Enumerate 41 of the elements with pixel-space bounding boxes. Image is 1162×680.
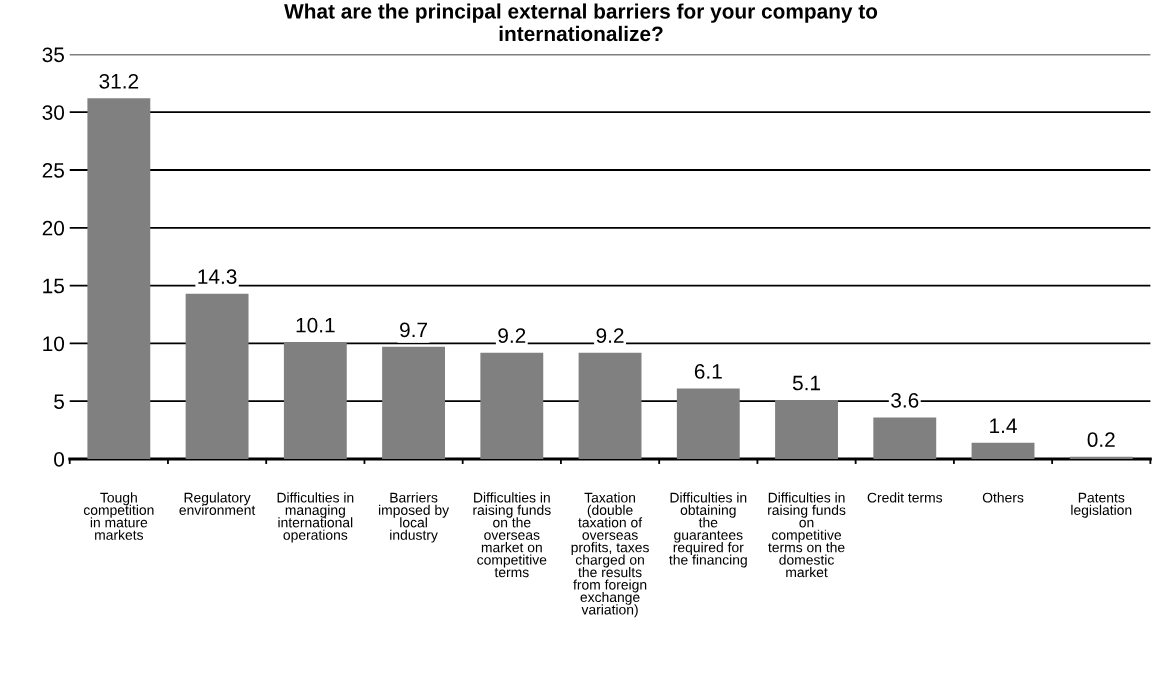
x-tick-label: Difficulties in obtaining the guarantees required for the financing <box>669 492 747 568</box>
category-label: Taxation (double taxation of overseas profits, taxes charged on the results from foreign exchange variation) <box>571 492 649 618</box>
data-label: 5.1 <box>792 375 820 391</box>
bar <box>873 417 937 459</box>
data-label: 6.1 <box>694 364 722 379</box>
y-tick-label: 20 <box>42 220 65 236</box>
data-label: 9.2 <box>498 328 526 343</box>
data-label: 10.1 <box>296 317 335 333</box>
data-label: 9.7 <box>400 322 427 338</box>
y-tick-label: 5 <box>54 394 64 409</box>
x-tick-label: Others <box>982 492 1024 503</box>
x-tick-label: Difficulties in raising funds on competitive terms on the domestic market <box>768 492 846 578</box>
y-tick-label: 35 <box>42 47 64 63</box>
bar <box>283 342 347 459</box>
data-label: 9.2 <box>596 328 624 343</box>
data-label: 1.4 <box>990 418 1017 433</box>
x-tick-label: Regulatory environment <box>179 492 256 515</box>
data-label: 31.2 <box>99 73 139 89</box>
bar <box>676 388 740 459</box>
bar <box>578 352 642 459</box>
y-tick-label: 0 <box>54 452 65 467</box>
x-tick-label: Barriers imposed by local industry <box>378 492 450 543</box>
y-tick-label: 30 <box>42 105 65 120</box>
data-label: 3.6 <box>891 392 919 408</box>
x-tick-label: Tough competition in mature markets <box>83 492 154 540</box>
bar <box>382 346 445 459</box>
chart-title: What are the principal external barriers for your company to internationalize? <box>284 3 878 42</box>
x-tick-label: Difficulties in raising funds on the overseas market on competitive terms <box>473 492 551 578</box>
bar <box>480 352 544 459</box>
bar <box>185 293 249 459</box>
bar <box>971 442 1035 459</box>
data-label: 14.3 <box>198 269 237 285</box>
x-tick-label: Difficulties in managing international operations <box>277 492 354 543</box>
bar <box>87 98 151 459</box>
x-tick-label: Credit terms <box>867 492 943 503</box>
y-tick-label: 25 <box>42 163 64 178</box>
y-tick-label: 10 <box>43 336 65 352</box>
x-tick-label: Patents legislation <box>1071 492 1132 518</box>
bar <box>775 400 838 459</box>
y-tick-label: 15 <box>43 278 64 294</box>
data-label: 0.2 <box>1087 432 1115 448</box>
